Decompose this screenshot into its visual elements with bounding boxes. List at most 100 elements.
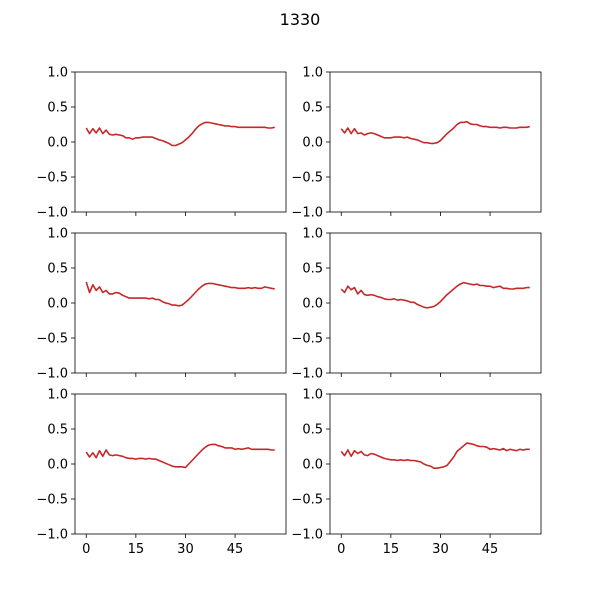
data-point	[181, 142, 183, 144]
data-point	[152, 136, 154, 138]
data-point	[191, 460, 193, 462]
data-point	[519, 127, 521, 129]
series-line	[85, 443, 275, 469]
data-point	[479, 125, 481, 127]
data-point	[509, 288, 511, 290]
data-point	[102, 456, 104, 458]
data-point	[420, 305, 422, 307]
data-point	[115, 134, 117, 136]
data-point	[191, 133, 193, 135]
data-point	[370, 132, 372, 134]
y-tick-label: 0.0	[302, 136, 323, 151]
data-point	[364, 454, 366, 456]
data-point	[191, 295, 193, 297]
data-point	[181, 304, 183, 306]
data-point	[413, 460, 415, 462]
y-tick-label: −1.0	[36, 528, 68, 543]
data-point	[128, 458, 130, 460]
x-tick-label: 0	[337, 542, 345, 557]
data-point	[254, 127, 256, 129]
data-point	[175, 145, 177, 147]
y-tick-label: −1.0	[291, 206, 323, 221]
data-point	[257, 449, 259, 451]
data-point	[489, 449, 491, 451]
data-point	[443, 297, 445, 299]
data-point	[267, 449, 269, 451]
subplot-middle-left: −1.0 −0.5 0.0 0.5 1.0	[36, 227, 287, 382]
data-point	[446, 294, 448, 296]
data-point	[407, 136, 409, 138]
data-point	[403, 299, 405, 301]
y-tick-label: 1.0	[302, 66, 323, 81]
data-point	[85, 281, 87, 283]
data-point	[463, 445, 465, 447]
data-point	[92, 128, 94, 130]
data-point	[473, 124, 475, 126]
data-point	[274, 288, 276, 290]
data-point	[261, 127, 263, 129]
data-point	[469, 123, 471, 125]
data-point	[469, 283, 471, 285]
data-point	[433, 306, 435, 308]
x-tick-label: 15	[128, 542, 145, 557]
y-tick-label: 0.5	[47, 423, 68, 438]
data-point	[201, 449, 203, 451]
data-point	[496, 286, 498, 288]
data-point	[267, 287, 269, 289]
data-point	[115, 454, 117, 456]
data-point	[383, 458, 385, 460]
data-point	[364, 134, 366, 136]
data-point	[354, 128, 356, 130]
data-point	[145, 297, 147, 299]
data-point	[155, 458, 157, 460]
data-point	[181, 466, 183, 468]
data-point	[460, 283, 462, 285]
data-point	[367, 133, 369, 135]
data-point	[516, 127, 518, 129]
data-point	[512, 288, 514, 290]
data-point	[234, 287, 236, 289]
data-point	[234, 126, 236, 128]
data-point	[224, 125, 226, 127]
data-point	[503, 448, 505, 450]
data-point	[248, 287, 250, 289]
data-point	[347, 127, 349, 129]
data-point	[155, 299, 157, 301]
x-tick-label: 0	[82, 542, 90, 557]
data-point	[456, 285, 458, 287]
y-tick-label: −1.0	[291, 528, 323, 543]
y-tick-label: −1.0	[36, 206, 68, 221]
data-point	[145, 458, 147, 460]
y-tick-label: −0.5	[291, 332, 323, 347]
data-point	[89, 133, 91, 135]
data-point	[214, 123, 216, 125]
data-point	[529, 449, 531, 451]
axes-frame	[74, 393, 287, 535]
data-point	[234, 449, 236, 451]
data-point	[460, 448, 462, 450]
data-point	[374, 453, 376, 455]
data-point	[244, 448, 246, 450]
data-point	[506, 450, 508, 452]
data-point	[201, 285, 203, 287]
data-point	[92, 284, 94, 286]
data-point	[228, 447, 230, 449]
data-point	[347, 285, 349, 287]
data-point	[211, 122, 213, 124]
data-point	[274, 127, 276, 129]
data-point	[374, 295, 376, 297]
data-point	[85, 127, 87, 129]
data-point	[519, 449, 521, 451]
data-point	[119, 455, 121, 457]
data-point	[423, 463, 425, 465]
data-point	[450, 291, 452, 293]
data-point	[205, 283, 207, 285]
data-point	[466, 121, 468, 123]
subplot-top-right: −1.0 −0.5 0.0 0.5 1.0	[291, 66, 542, 221]
data-point	[430, 465, 432, 467]
data-point	[529, 287, 531, 289]
data-point	[257, 288, 259, 290]
data-point	[112, 134, 114, 136]
data-point	[241, 288, 243, 290]
